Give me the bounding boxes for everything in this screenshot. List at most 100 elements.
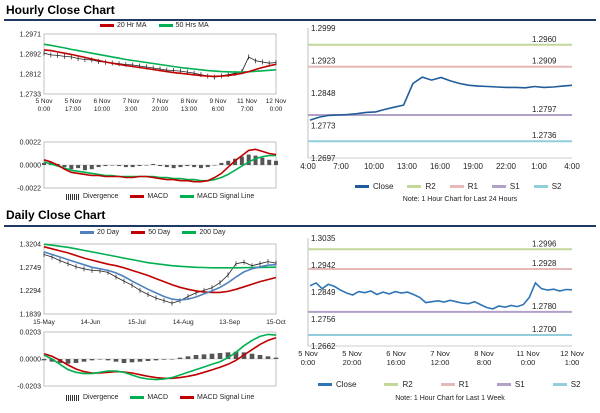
x-tick-label: 13:00: [181, 106, 198, 113]
price-line: [43, 254, 277, 304]
plot-frame: [43, 243, 277, 315]
macd-line: [43, 333, 277, 381]
divergence-bar: [193, 355, 199, 359]
legend-swatch: [182, 231, 197, 234]
divergence-bar: [137, 359, 143, 362]
legend-label: R1: [458, 380, 469, 389]
daily-macd-legend: Divergence MACD MACD Signal Line: [66, 394, 254, 401]
divergence-bar: [219, 162, 224, 165]
divergence-bar: [103, 165, 108, 167]
divergence-bar: [158, 165, 162, 167]
legend-swatch: [318, 383, 332, 386]
divergence-bar: [62, 165, 67, 168]
legend-swatch: [130, 195, 145, 198]
x-tick-label: 10:00: [94, 106, 111, 113]
legend-item-close: Close: [318, 380, 356, 389]
daily-section-title: Daily Close Chart: [6, 208, 106, 222]
legend-swatch: [533, 185, 548, 188]
divergence-bar: [65, 359, 71, 364]
x-tick-label: 22:00: [496, 162, 517, 171]
x-tick-label: 9 Nov: [210, 98, 228, 105]
legend-item-r1: R1: [440, 380, 469, 389]
divergence-bar: [121, 359, 127, 363]
x-tick-label: 13:00: [397, 162, 418, 171]
legend-item-macd: MACD: [130, 394, 168, 401]
divergence-bar: [249, 353, 255, 359]
legend-label: MACD: [147, 394, 169, 401]
divergence-bar: [177, 357, 183, 359]
pivot-label-r2: 1.2996: [532, 239, 557, 248]
hourly-section-title: Hourly Close Chart: [6, 3, 115, 17]
divergence-bar: [233, 351, 239, 359]
x-tick-label: 6 Nov: [94, 98, 112, 105]
divergence-bar: [49, 359, 55, 362]
x-tick-label: 19:00: [463, 162, 484, 171]
legend-item-r2: R2: [407, 182, 436, 191]
x-tick-label: 15-Jul: [128, 319, 146, 326]
pivot-label-r1: 1.2928: [532, 259, 557, 268]
legend-label: R1: [467, 182, 478, 191]
50-hr-ma-line: [43, 43, 277, 73]
x-tick-label: 7 Nov: [430, 349, 450, 358]
legend-label: MACD Signal Line: [197, 193, 255, 200]
divergence-bar: [82, 165, 87, 171]
divergence-bar: [239, 156, 244, 165]
divergence-bar: [178, 165, 183, 168]
legend-swatch: [100, 24, 114, 27]
divergence-bar: [130, 165, 135, 168]
legend-item-close: Close: [355, 182, 393, 191]
y-tick-label: 1.2923: [311, 57, 336, 66]
x-tick-label: 5 Nov: [298, 349, 318, 358]
daily-ma-legend: 20 Day 50 Day 200 Day: [80, 229, 225, 236]
50-day-ma-line: [43, 246, 277, 294]
legend-swatch: [407, 185, 422, 188]
hourly-macd-legend: Divergence MACD MACD Signal Line: [66, 193, 254, 200]
divergence-bar: [171, 165, 176, 169]
y-tick-label: 1.2733: [20, 92, 42, 99]
divergence-bar: [246, 154, 251, 165]
divergence-bar: [185, 165, 190, 167]
y-tick-label: 0.0203: [20, 330, 42, 337]
200-day-ma-line: [43, 243, 277, 269]
legend-swatch: [449, 185, 464, 188]
pivot-label-s2: 1.2736: [532, 131, 557, 140]
pivot-label-r1: 1.2909: [532, 57, 557, 66]
legend-swatch: [496, 383, 511, 386]
x-tick-label: 4:00: [564, 162, 580, 171]
divergence-bar: [201, 354, 207, 359]
legend-swatch: [552, 383, 567, 386]
daily-macd-chart: 0.0203 0.0000 -0.0203: [17, 330, 279, 391]
legend-label: R2: [425, 182, 436, 191]
divergence-bar: [225, 352, 231, 359]
x-tick-label: 20:00: [343, 358, 362, 367]
y-tick-label: -0.0022: [17, 186, 41, 193]
divergence-bar: [73, 359, 79, 363]
legend-label: 20 Hr MA: [117, 22, 147, 29]
x-tick-label: 8:00: [477, 358, 492, 367]
divergence-bar: [110, 165, 115, 166]
x-tick-label: 20:00: [152, 106, 169, 113]
divergence-bar: [41, 359, 47, 361]
pivot-label-s2: 1.2700: [532, 325, 557, 334]
legend-label: 20 Day: [97, 229, 120, 236]
daily-close-note: Note: 1 Hour Chart for Last 1 Week: [395, 395, 505, 402]
divergence-bar: [267, 159, 272, 165]
x-tick-label: 16:00: [430, 162, 451, 171]
x-tick-label: 12:00: [431, 358, 450, 367]
legend-swatch: [131, 231, 146, 234]
x-tick-label: 17:00: [65, 106, 82, 113]
x-tick-label: 11 Nov: [237, 98, 258, 105]
x-tick-label: 5 Nov: [65, 98, 83, 105]
legend-swatch: [130, 396, 145, 399]
20-hr-ma-line: [43, 49, 277, 78]
x-tick-label: 13-Sep: [219, 319, 240, 326]
legend-item-macd: MACD: [130, 193, 168, 200]
pivot-label-r2: 1.2960: [532, 35, 557, 44]
divergence-bar: [198, 165, 203, 169]
daily-close-legend: Close R2 R1 S1 S2: [318, 380, 581, 389]
divergence-bar: [205, 165, 210, 168]
legend-label: MACD Signal Line: [197, 394, 255, 401]
legend-label: S1: [514, 380, 525, 389]
legend-label: S1: [509, 182, 520, 191]
